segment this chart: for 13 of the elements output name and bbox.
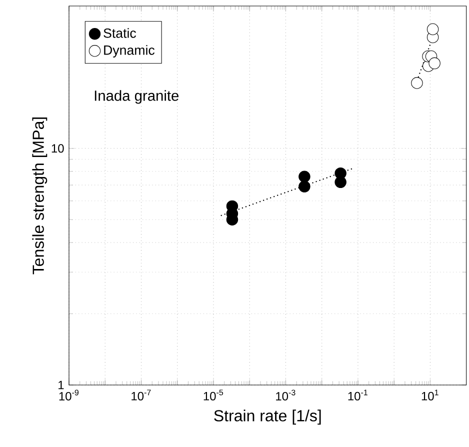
- x-tick-label: 10$^{-3}$: [276, 390, 296, 401]
- y-tick-label: 10: [52, 144, 64, 153]
- x-tick-label: 10$^{-1}$: [348, 390, 368, 400]
- x-tick-label: 10$^{-9}$: [59, 390, 79, 401]
- x-tick-label: 10$^{-7}$: [132, 390, 151, 400]
- annotation: Inada granite: [94, 90, 179, 104]
- legend-label: Dynamic: [104, 45, 155, 58]
- x-tick-label: 10$^{-5}$: [204, 390, 224, 400]
- y-axis-title: Tensile strength [MPa]: [32, 118, 48, 274]
- y-tick-label: 1: [58, 380, 64, 390]
- x-tick-label: 10$^{1}$: [422, 390, 438, 400]
- legend-label: Static: [104, 28, 136, 38]
- x-axis-title: Strain rate [1/s]: [214, 410, 321, 425]
